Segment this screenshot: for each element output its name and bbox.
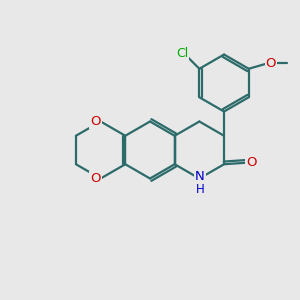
Text: O: O <box>246 156 256 169</box>
Text: O: O <box>90 172 101 185</box>
Text: N: N <box>195 169 205 183</box>
Text: H: H <box>196 183 204 196</box>
Text: O: O <box>266 57 276 70</box>
Text: Cl: Cl <box>176 47 188 60</box>
Text: O: O <box>90 115 101 128</box>
